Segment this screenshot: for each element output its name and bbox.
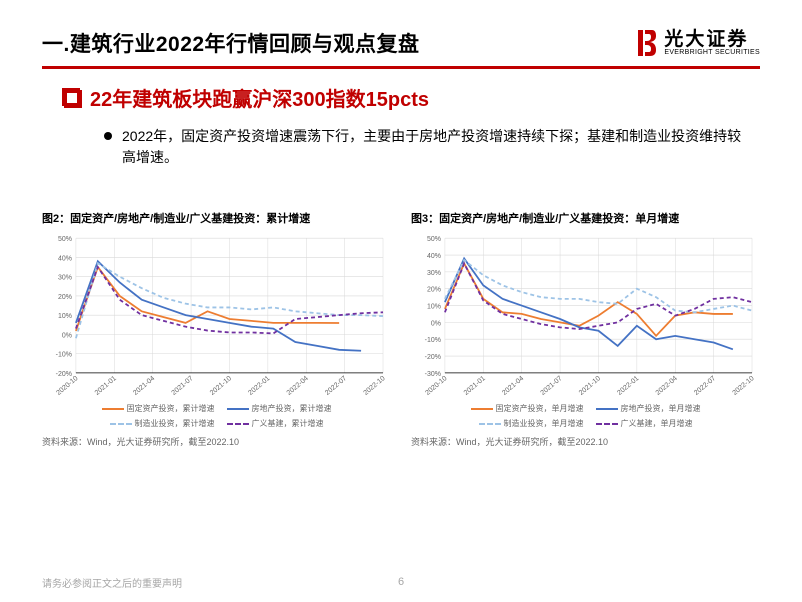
svg-text:-10%: -10% [425,337,441,344]
svg-text:2021-07: 2021-07 [171,375,195,397]
svg-text:0%: 0% [431,320,441,327]
svg-text:2021-01: 2021-01 [463,375,487,397]
svg-text:2022-01: 2022-01 [247,375,271,397]
bullet-text: 2022年，固定资产投资增速震荡下行，主要由于房地产投资增速持续下探；基建和制造… [122,126,742,168]
svg-text:50%: 50% [427,236,441,243]
chart-right: 图3：固定资产/房地产/制造业/广义基建投资：单月增速 -30% -20% -10%… [411,210,760,448]
subtitle-icon [62,88,82,108]
legend-item: 制造业投资，单月增速 [479,418,584,429]
svg-text:2022-01: 2022-01 [616,375,640,397]
chart-right-svg: -30% -20% -10% 0% 10% 20% 30% 40% 50% 2020-10 2021… [411,232,760,407]
footer-page: 6 [398,576,404,588]
svg-text:40%: 40% [427,253,441,260]
svg-text:20%: 20% [58,294,72,301]
svg-text:2020-10: 2020-10 [55,375,79,397]
svg-text:30%: 30% [58,275,72,282]
footer-note: 请务必参阅正文之后的重要声明 [42,575,182,590]
svg-text:2021-04: 2021-04 [132,375,156,397]
svg-text:-10%: -10% [56,352,72,359]
bullet-icon [104,132,112,140]
logo-text-en: EVERBRIGHT SECURITIES [664,49,760,56]
legend-item: 广义基建，累计增速 [227,418,324,429]
svg-text:2021-04: 2021-04 [501,375,525,397]
svg-text:30%: 30% [427,270,441,277]
svg-text:2021-10: 2021-10 [578,375,602,397]
svg-text:2022-07: 2022-07 [693,375,717,397]
svg-text:0%: 0% [62,332,72,339]
svg-text:2020-10: 2020-10 [424,375,448,397]
logo-icon [630,28,658,58]
svg-text:2022-04: 2022-04 [655,375,679,397]
svg-text:10%: 10% [427,304,441,311]
logo-text-cn: 光大证券 [664,30,748,49]
logo: 光大证券 EVERBRIGHT SECURITIES [630,28,760,58]
svg-text:2022-07: 2022-07 [324,375,348,397]
chart-left: 图2：固定资产/房地产/制造业/广义基建投资：累计增速 -20% -10% 0% 10… [42,210,391,448]
chart-left-title: 图2：固定资产/房地产/制造业/广义基建投资：累计增速 [42,210,391,226]
svg-text:-30%: -30% [425,371,441,378]
subtitle: 22年建筑板块跑赢沪深300指数15pcts [90,83,429,112]
svg-text:2022-10: 2022-10 [732,375,756,397]
title-underline [42,66,760,69]
legend-item: 广义基建，单月增速 [596,418,693,429]
svg-text:2022-04: 2022-04 [286,375,310,397]
svg-text:40%: 40% [58,255,72,262]
svg-text:20%: 20% [427,287,441,294]
chart-right-title: 图3：固定资产/房地产/制造业/广义基建投资：单月增速 [411,210,760,226]
legend-item: 制造业投资，累计增速 [110,418,215,429]
chart-right-credit: 资料来源：Wind，光大证券研究所，截至2022.10 [411,435,760,448]
svg-text:2021-10: 2021-10 [209,375,233,397]
chart-left-credit: 资料来源：Wind，光大证券研究所，截至2022.10 [42,435,391,448]
svg-text:-20%: -20% [56,371,72,378]
page-title: 一.建筑行业2022年行情回顾与观点复盘 [42,28,420,58]
svg-text:2022-10: 2022-10 [363,375,387,397]
svg-text:2021-07: 2021-07 [540,375,564,397]
svg-text:50%: 50% [58,236,72,243]
svg-text:10%: 10% [58,313,72,320]
svg-text:-20%: -20% [425,354,441,361]
chart-left-svg: -20% -10% 0% 10% 20% 30% 40% 50% 2020-10 2021-01 2… [42,232,391,407]
svg-text:2021-01: 2021-01 [94,375,118,397]
